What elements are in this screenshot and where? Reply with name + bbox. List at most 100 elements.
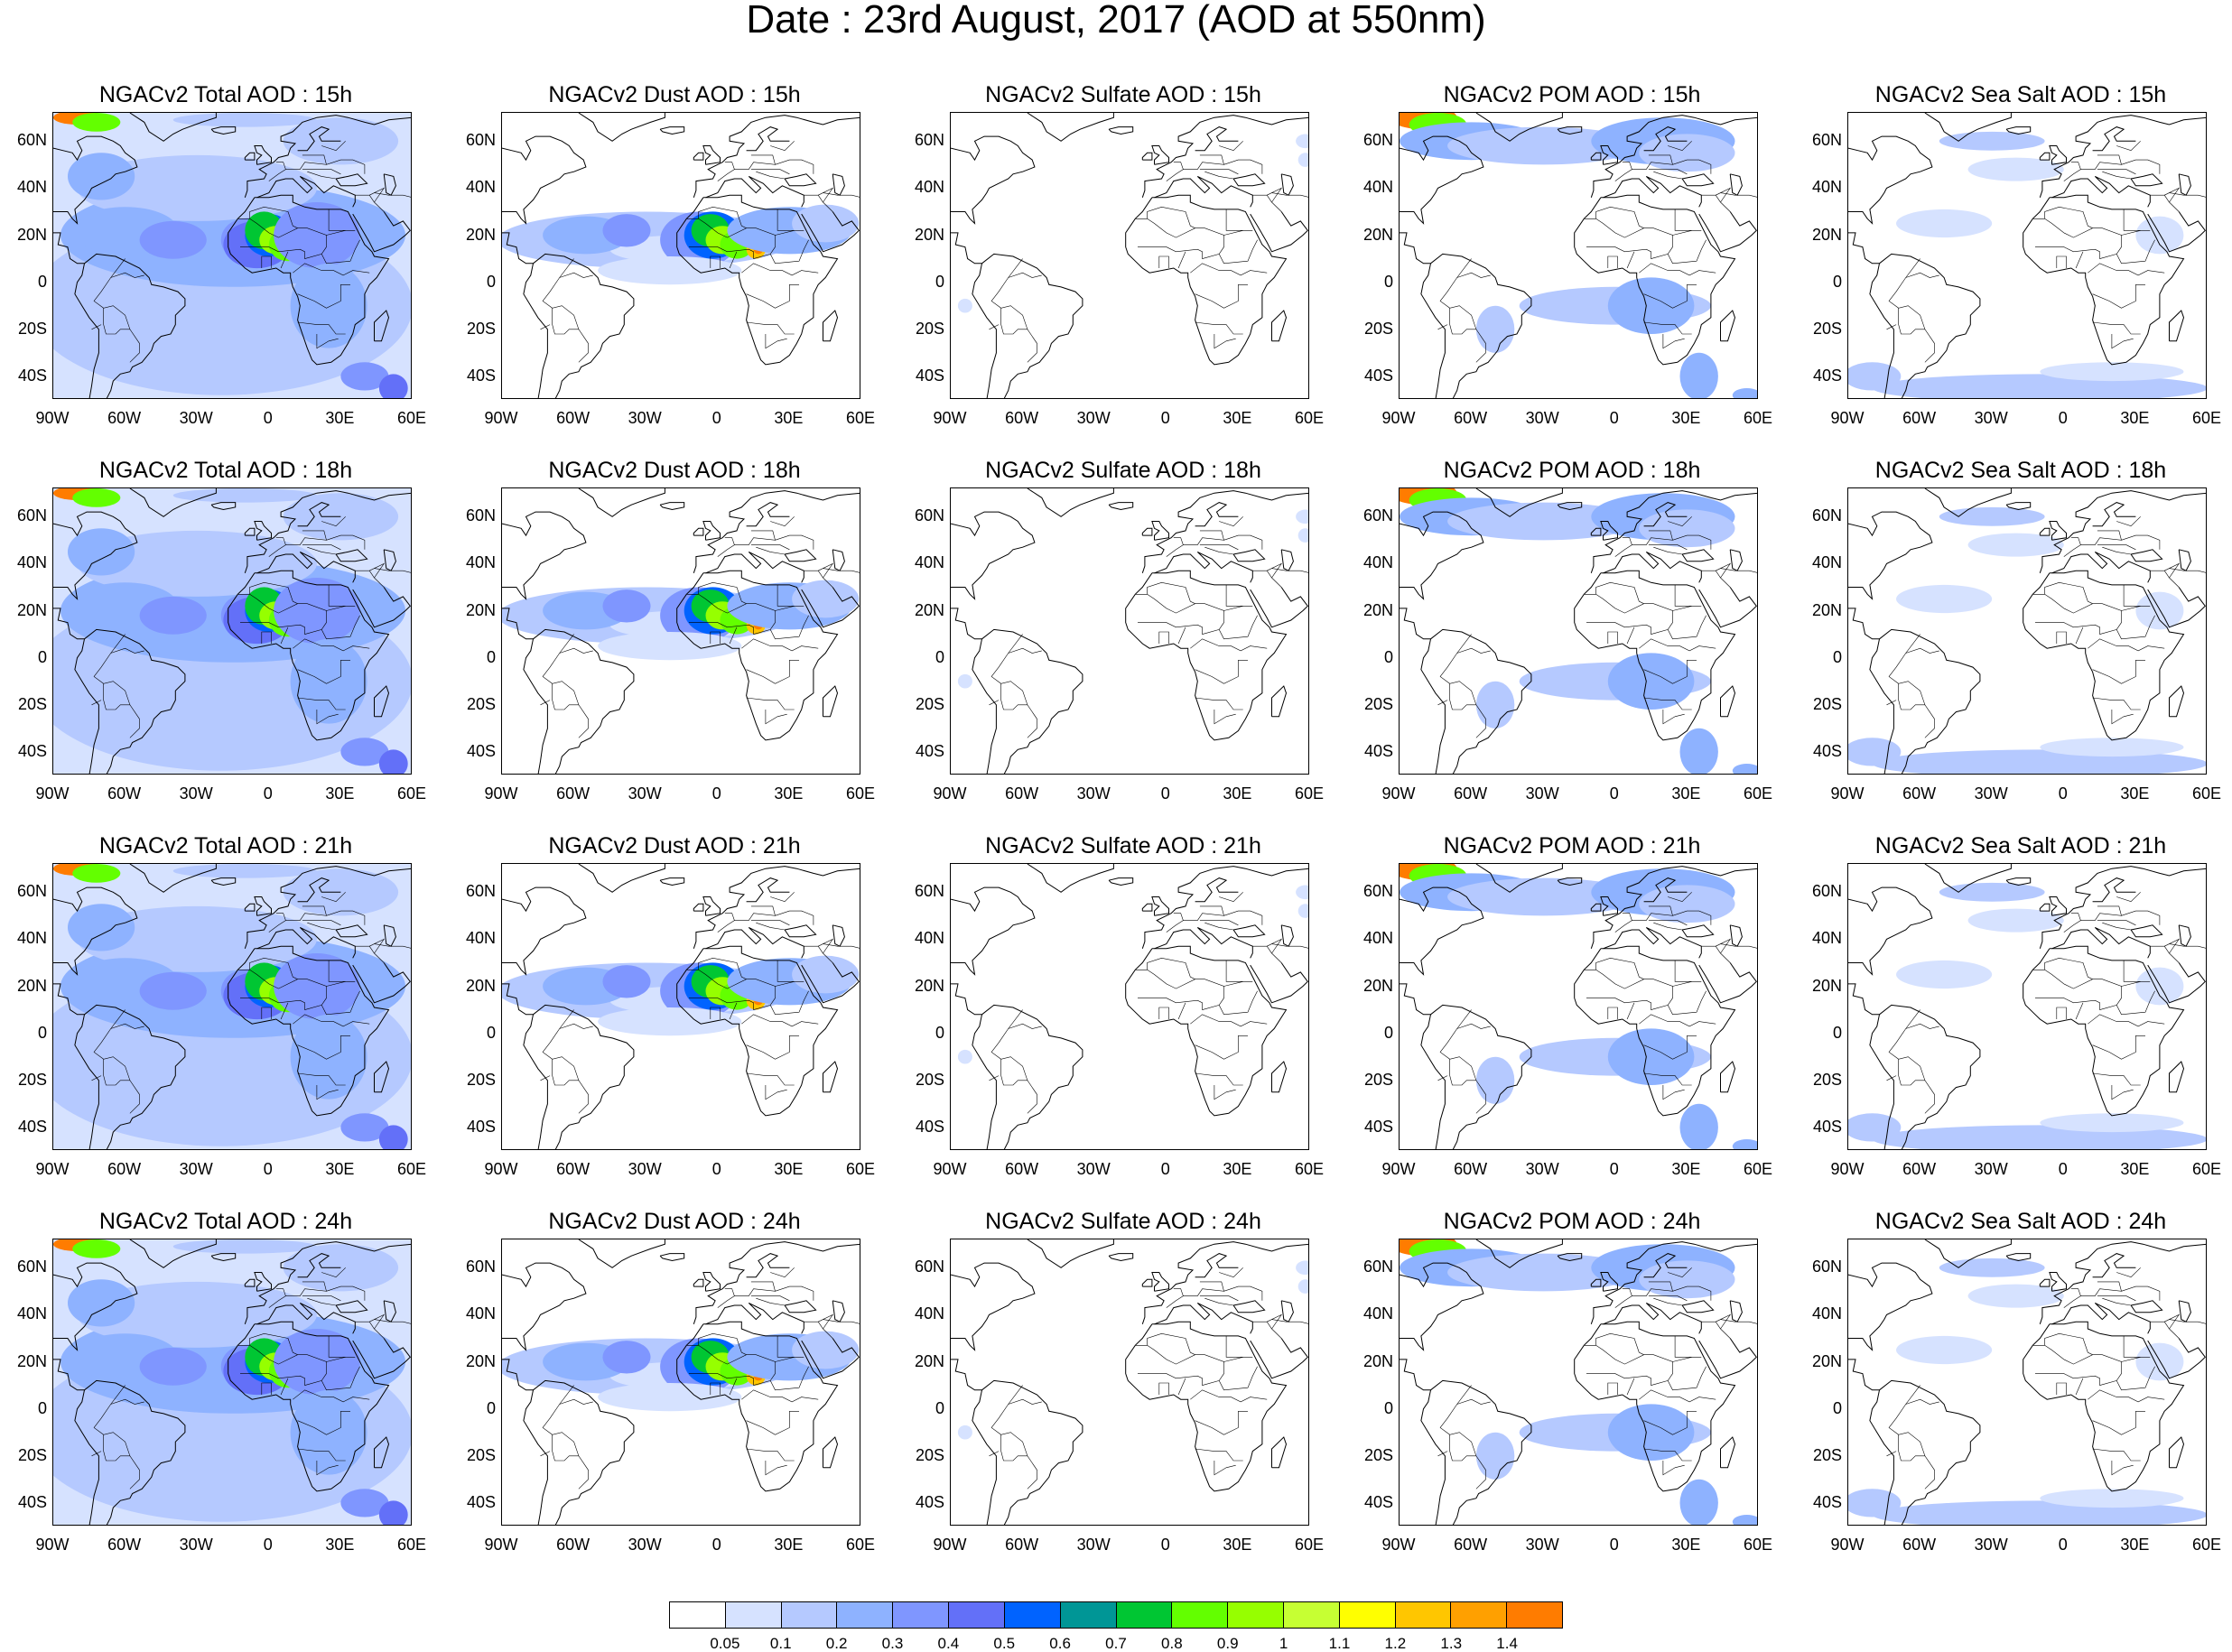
lat-tick-label: 40N — [1362, 1304, 1393, 1323]
lat-tick-label: 60N — [465, 506, 496, 525]
country-border — [1614, 162, 1632, 181]
coastline — [244, 903, 256, 912]
country-border — [729, 626, 738, 645]
map-frame — [501, 863, 860, 1150]
aod-region — [1732, 388, 1757, 398]
coastline — [1430, 1004, 1532, 1149]
aod-region — [792, 204, 860, 243]
coastline — [746, 126, 790, 152]
country-border — [297, 284, 350, 309]
country-border — [1135, 1345, 1224, 1386]
country-border — [2080, 1281, 2122, 1296]
lat-tick-label: 20S — [1812, 319, 1842, 338]
country-border — [1218, 1366, 1258, 1391]
panel-title: NGACv2 Dust AOD : 24h — [548, 1209, 801, 1234]
coastline — [254, 1272, 272, 1292]
country-border — [1456, 1398, 1491, 1405]
coastline — [1924, 864, 2012, 893]
lon-tick-label: 0 — [1609, 784, 1619, 803]
country-border — [1214, 334, 1236, 349]
lat-tick-label: 40N — [1362, 553, 1393, 572]
coastline — [1590, 152, 1602, 161]
lon-tick-label: 0 — [2058, 1160, 2068, 1178]
lon-tick-label: 60E — [845, 1536, 876, 1554]
country-border — [989, 324, 1000, 330]
panel-title: NGACv2 POM AOD : 18h — [1443, 458, 1701, 483]
coastline — [1108, 1253, 1134, 1262]
coastline — [693, 1278, 704, 1287]
lat-tick-label: 20S — [915, 319, 944, 338]
country-border — [552, 1059, 579, 1086]
coastline — [1271, 1061, 1288, 1093]
coastline — [1141, 152, 1153, 161]
country-border — [818, 1313, 834, 1330]
country-border — [1218, 990, 1258, 1016]
country-border — [1886, 700, 1897, 706]
colorbar-swatch — [1283, 1602, 1340, 1628]
panel-title: NGACv2 Dust AOD : 18h — [548, 458, 801, 483]
country-border — [2056, 631, 2067, 644]
country-border — [717, 162, 735, 181]
country-border — [374, 568, 411, 573]
coastline — [228, 570, 390, 741]
colorbar-tick-label: 0.3 — [881, 1635, 904, 1652]
country-border — [1219, 1267, 1243, 1278]
coastline — [74, 263, 99, 398]
country-border — [729, 1378, 738, 1396]
coastline — [228, 945, 390, 1117]
country-border — [2121, 230, 2141, 236]
country-border — [746, 697, 795, 710]
lon-tick-label: 0 — [711, 409, 721, 427]
country-border — [103, 308, 130, 335]
country-border — [2121, 534, 2161, 550]
aod-region — [2040, 362, 2184, 382]
map-frame — [501, 1239, 860, 1526]
aod-region — [290, 638, 367, 724]
lon-tick-label: 30W — [1076, 1536, 1111, 1554]
aod-region — [602, 214, 651, 247]
country-border — [2092, 1411, 2145, 1435]
country-border — [1672, 159, 1712, 174]
country-border — [1456, 647, 1491, 654]
aod-region — [378, 749, 408, 774]
lat-tick-label: 20N — [1811, 600, 1842, 619]
country-border — [1195, 697, 1243, 710]
coastline — [2130, 173, 2163, 187]
lon-tick-label: 60E — [845, 1160, 876, 1178]
lon-tick-label: 60W — [556, 784, 591, 803]
coastline — [2092, 1253, 2136, 1278]
country-border — [804, 945, 833, 963]
country-border — [1653, 1297, 1683, 1306]
country-border — [823, 1319, 860, 1324]
country-border — [1701, 194, 1731, 212]
country-border — [2075, 626, 2084, 645]
country-border — [559, 1398, 593, 1405]
coastline — [705, 926, 804, 959]
country-border — [1639, 1014, 1716, 1027]
country-border — [1204, 171, 1234, 180]
country-border — [321, 516, 346, 527]
coastline — [1720, 310, 1736, 342]
country-border — [1643, 284, 1697, 309]
country-border — [1439, 634, 1486, 738]
country-border — [1607, 255, 1618, 268]
country-border — [1668, 141, 1692, 152]
aod-region — [72, 1239, 121, 1258]
country-border — [1905, 272, 1939, 278]
country-border — [91, 700, 102, 706]
country-border — [326, 1285, 366, 1301]
coastline — [1924, 1239, 2012, 1268]
country-border — [1204, 922, 1234, 931]
country-border — [775, 1285, 814, 1301]
country-border — [1643, 1411, 1697, 1435]
country-border — [2164, 562, 2181, 579]
aod-region — [378, 1500, 408, 1525]
country-border — [1177, 626, 1186, 645]
colorbar-tick-label: 1.2 — [1384, 1635, 1407, 1652]
country-border — [1000, 1059, 1028, 1086]
coastline — [693, 527, 704, 536]
coastline — [1869, 1389, 1894, 1525]
country-border — [990, 634, 1037, 738]
country-border — [1662, 710, 1685, 725]
country-border — [746, 1448, 795, 1462]
